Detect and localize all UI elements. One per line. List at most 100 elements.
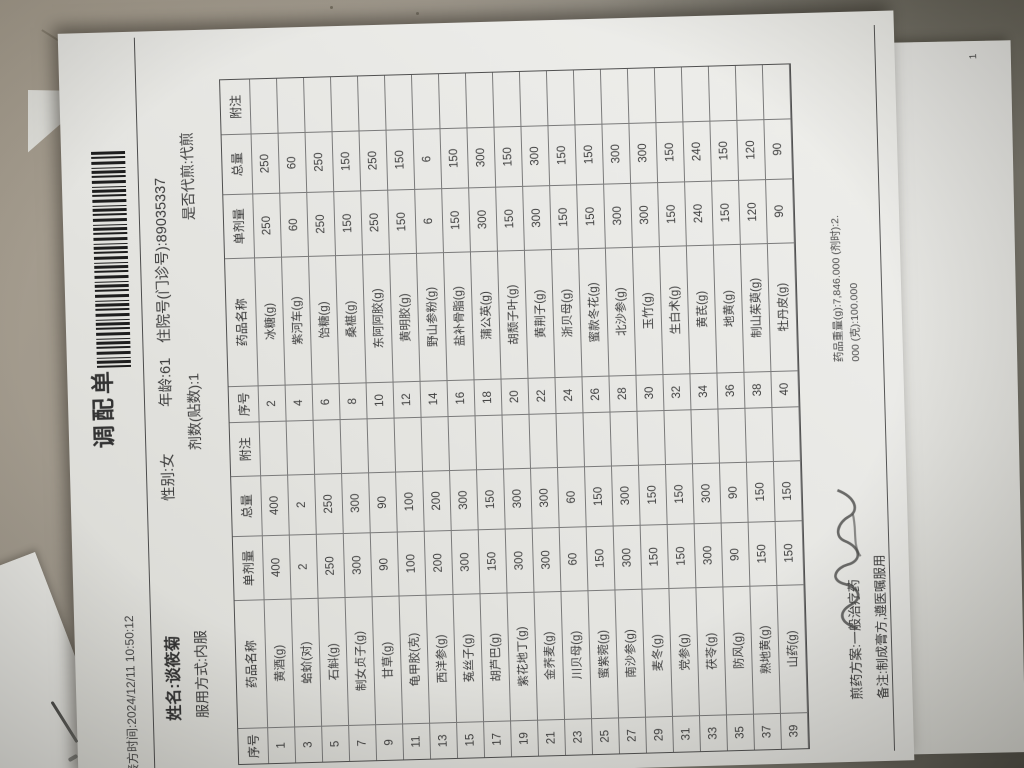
cell-drug-name: 冰糖(g): [255, 256, 286, 386]
cell-total: 250: [305, 131, 335, 192]
cell-unit-dose: 150: [442, 187, 471, 253]
cell-note: [762, 64, 792, 120]
cell-unit-dose: 150: [478, 528, 508, 594]
cell-unit-dose: 300: [505, 527, 535, 593]
cell-unit-dose: 90: [721, 521, 751, 587]
cell-total: 150: [440, 127, 470, 189]
cell-drug-name: 黄酒(g): [264, 598, 296, 728]
cell-drug-name: 桑椹(g): [335, 254, 367, 384]
cell-no: 15: [457, 721, 486, 758]
cell-unit-dose: 300: [604, 182, 633, 248]
cell-total: 150: [746, 460, 776, 522]
cell-unit-dose: 300: [451, 529, 481, 594]
cell-drug-name: 盐补骨脂(g): [443, 251, 475, 381]
cell-no: 3: [295, 725, 324, 763]
patient-dose-count: 剂数(贴数):1: [185, 372, 204, 451]
cell-total: 300: [602, 122, 632, 184]
cell-drug-name: 蛤蚧(对): [291, 597, 323, 727]
cell-drug-name: 山药(g): [777, 584, 808, 713]
cell-total: 300: [521, 125, 551, 186]
cell-drug-name: 牡丹皮(g): [767, 242, 799, 372]
cell-note: [735, 65, 765, 120]
cell-no: 34: [690, 372, 719, 410]
cell-drug-name: 蜜紫菀(g): [588, 589, 619, 719]
cell-note: [384, 74, 414, 130]
cell-total: 90: [764, 118, 794, 180]
cell-total: 300: [467, 126, 497, 188]
cell-note: [421, 416, 451, 471]
cell-drug-name: 金荞麦(g): [534, 590, 566, 720]
cell-total: 250: [315, 473, 344, 534]
col-header-total: 总量: [231, 475, 263, 537]
cell-unit-dose: 150: [640, 523, 670, 589]
cell-unit-dose: 2: [289, 533, 319, 599]
col-header-note: 附注: [220, 79, 252, 135]
cell-drug-name: 熟地黄(g): [750, 584, 781, 714]
patient-decoct-flag: 是否代煎:代煎: [178, 132, 197, 221]
cell-total: 300: [611, 464, 641, 526]
cell-drug-name: 黄芪(g): [686, 244, 718, 374]
cell-no: 23: [565, 718, 594, 755]
cell-drug-name: 蒲公英(g): [470, 250, 502, 380]
cell-note: [277, 77, 306, 133]
cell-drug-name: 紫花地丁(g): [507, 591, 539, 721]
cell-note: [313, 419, 343, 474]
form-title: 调配单: [89, 366, 118, 449]
cell-unit-dose: 150: [388, 188, 417, 254]
cell-total: 100: [396, 470, 425, 532]
cell-drug-name: 蜜款冬花(g): [578, 247, 610, 377]
cell-no: 14: [420, 380, 449, 417]
cell-no: 10: [366, 381, 395, 419]
cell-no: 39: [780, 712, 809, 749]
cell-unit-dose: 100: [397, 530, 427, 596]
cell-note: [600, 68, 630, 124]
cell-note: [546, 70, 576, 126]
cell-drug-name: 黄荆子(g): [524, 249, 556, 378]
cell-note: [394, 416, 424, 472]
cell-unit-dose: 300: [631, 182, 660, 247]
cell-drug-name: 黄明胶(g): [389, 252, 421, 382]
cell-note: [637, 410, 666, 465]
cell-total: 150: [332, 130, 362, 192]
cell-no: 29: [645, 715, 674, 753]
cell-unit-dose: 90: [766, 178, 795, 244]
cell-no: 18: [474, 378, 503, 416]
cell-no: 21: [538, 718, 567, 756]
drug-table: 序号 药品名称 单剂量 总量 附注 序号 药品名称 单剂量 总量 附注 1 黄酒…: [219, 63, 810, 766]
cell-total: 250: [251, 132, 281, 194]
cell-no: 32: [663, 373, 692, 411]
cell-unit-dose: 300: [532, 526, 562, 592]
cell-note: [745, 407, 774, 462]
cell-no: 17: [484, 720, 513, 758]
cell-total: 300: [450, 469, 479, 531]
cell-unit-dose: 250: [253, 192, 283, 258]
cell-no: 40: [771, 370, 800, 408]
cell-note: [250, 78, 279, 134]
cell-unit-dose: 250: [316, 533, 346, 598]
cell-unit-dose: 150: [667, 523, 697, 588]
cell-note: [664, 409, 693, 465]
cell-no: 4: [285, 383, 314, 421]
cell-drug-name: 浙贝母(g): [551, 248, 583, 378]
cell-drug-name: 胡颓子叶(g): [497, 249, 529, 379]
cell-drug-name: 制女贞子(g): [345, 596, 377, 725]
cell-no: 7: [349, 724, 378, 761]
col-header-note: 附注: [229, 421, 262, 477]
cell-no: 30: [636, 374, 665, 411]
cell-note: [367, 417, 397, 473]
cell-total: 300: [692, 462, 722, 524]
cell-unit-dose: 240: [685, 180, 714, 246]
cell-drug-name: 党参(g): [669, 587, 700, 716]
patient-admission-no: 住院号(门诊号):89035337: [152, 177, 174, 344]
cell-note: [304, 77, 333, 132]
cell-note: [502, 413, 531, 469]
cell-total: 150: [665, 463, 695, 524]
cell-note: [681, 66, 711, 122]
cell-unit-dose: 60: [559, 526, 589, 591]
cell-total: 120: [737, 119, 767, 180]
cell-drug-name: 甘草(g): [372, 595, 404, 725]
cell-drug-name: 生白术(g): [659, 245, 691, 375]
cell-no: 8: [339, 382, 368, 420]
cell-note: [772, 406, 801, 461]
cell-total: 150: [494, 125, 524, 187]
